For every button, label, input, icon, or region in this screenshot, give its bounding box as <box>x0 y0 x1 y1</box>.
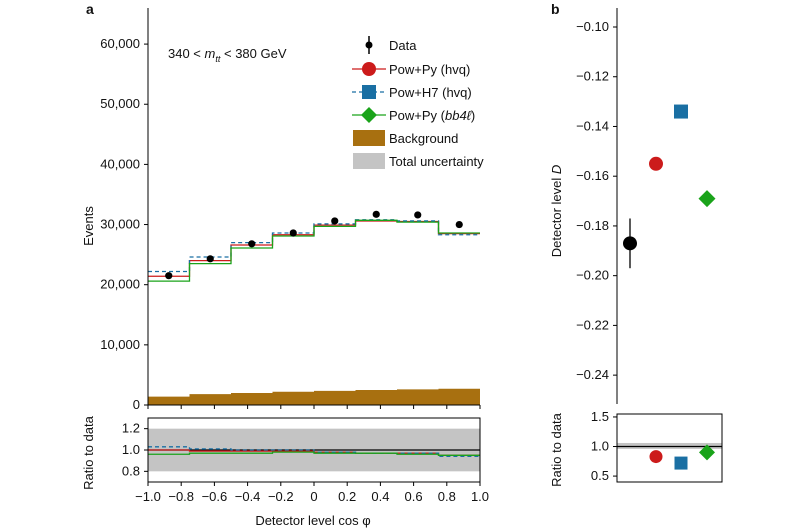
panel-b-y-tick-label: −0.18 <box>576 218 609 233</box>
panel-label-b: b <box>551 1 560 17</box>
legend: Data Pow+Py (hvq) Pow+H7 (hvq) Pow+Py (b… <box>352 36 484 169</box>
panel-b-y-tick-label: −0.20 <box>576 268 609 283</box>
x-tick-label: −0.6 <box>202 489 228 504</box>
pow-h7-hvq-marker <box>674 104 688 119</box>
legend-label-pow-py: Pow+Py (hvq) <box>389 62 470 77</box>
panel-a-ylabel: Events <box>81 206 96 246</box>
data-point <box>248 240 256 248</box>
legend-label-pow-h7: Pow+H7 (hvq) <box>389 85 472 100</box>
pow-py-bb4l-marker <box>698 190 716 208</box>
panel-a-ratio-plot: 0.8 1.0 1.2 −1.0 −0.8 −0.6 −0.4 −0.2 0 0.2 0.4 0.6 0… <box>122 417 489 504</box>
panel-b-ylabel-main: Detector level <box>549 174 564 257</box>
y-tick-label: 0 <box>133 397 140 412</box>
x-tick-label: −1.0 <box>135 489 161 504</box>
data-point <box>414 211 422 219</box>
legend-label-bb4l: Pow+Py (bb4ℓ) <box>389 108 475 123</box>
x-tick-label: 0.6 <box>405 489 423 504</box>
panel-b-y-tick-label: −0.16 <box>576 168 609 183</box>
data-marker <box>623 236 637 251</box>
legend-bb4l-marker <box>361 107 377 123</box>
data-point <box>165 272 173 280</box>
x-tick-label: −0.8 <box>168 489 194 504</box>
panel-a-xlabel-text: Detector level cos φ <box>255 513 370 528</box>
legend-background-swatch <box>353 130 385 146</box>
x-tick-label: 0 <box>310 489 317 504</box>
mass-var-sub: tt <box>215 54 221 64</box>
panel-a-xlabel: Detector level cos φ <box>255 513 370 528</box>
ratio-pow-h7-line <box>148 446 480 458</box>
mass-var: m <box>205 46 216 61</box>
panel-b-y-tick-label: −0.24 <box>576 367 609 382</box>
y-tick-label: 30,000 <box>100 217 140 232</box>
panel-b-ratio-frame <box>616 413 723 483</box>
mass-range-low: 340 < <box>168 46 205 61</box>
ratio-bb4l-marker <box>699 444 715 461</box>
legend-uncertainty-swatch <box>353 153 385 169</box>
mass-range-annotation: 340 < mtt < 380 GeV <box>168 46 287 64</box>
panel-a-main-plot: 0 10,000 20,000 30,000 40,000 50,000 60,000 <box>100 8 481 412</box>
data-point <box>331 217 339 225</box>
legend-pow-py-marker <box>362 62 376 76</box>
ratio-pow-py-marker <box>649 450 663 464</box>
panel-b-y-tick-label: −0.22 <box>576 317 609 332</box>
x-tick-label: 0.8 <box>438 489 456 504</box>
ratio-y-tick-label: 1.0 <box>122 442 140 457</box>
panel-b-main-plot: −0.24 −0.22 −0.20 −0.18 −0.16 −0.14 −0.12 −0.10 <box>576 8 716 404</box>
mass-range-high: < 380 GeV <box>220 46 286 61</box>
x-tick-label: 0.4 <box>371 489 389 504</box>
background-histogram <box>148 388 480 405</box>
legend-label-background: Background <box>389 131 458 146</box>
panel-b-ylabel: Detector level D <box>549 165 564 257</box>
panel-b-ratio-plot: 0.5 1.0 1.5 <box>591 409 723 483</box>
legend-bb4l-main: Pow+Py ( <box>389 108 446 123</box>
panel-b-y-tick-label: −0.12 <box>576 69 609 84</box>
pow-py-bb4l-line <box>148 219 480 282</box>
legend-label-data: Data <box>389 38 417 53</box>
data-point <box>455 220 463 229</box>
legend-label-uncertainty: Total uncertainty <box>389 154 484 169</box>
pow-py-hvq-marker <box>649 156 663 171</box>
x-tick-label: 1.0 <box>471 489 489 504</box>
legend-pow-h7-marker <box>362 85 376 99</box>
panel-b-ratio-ylabel: Ratio to data <box>549 412 564 486</box>
ratio-bb4l-line <box>148 451 480 456</box>
y-tick-label: 40,000 <box>100 156 140 171</box>
ratio-pow-h7-marker <box>674 456 688 470</box>
y-tick-label: 50,000 <box>100 96 140 111</box>
ratio-y-tick-label: 0.8 <box>122 463 140 478</box>
panel-b-ratio-y-tick-label: 1.0 <box>591 439 609 454</box>
data-point <box>289 229 297 237</box>
panel-b-ratio-y-tick-label: 0.5 <box>591 468 609 483</box>
data-point <box>372 210 380 218</box>
y-tick-label: 60,000 <box>100 36 140 51</box>
legend-data-marker <box>365 41 373 49</box>
y-tick-label: 10,000 <box>100 337 140 352</box>
y-tick-label: 20,000 <box>100 277 140 292</box>
legend-bb4l-end: ) <box>471 108 475 123</box>
data-point <box>206 255 214 263</box>
panel-b-ylabel-var: D <box>549 165 564 174</box>
legend-bb4l-italic: bb4ℓ <box>445 108 472 123</box>
pow-h7-hvq-line <box>148 219 480 273</box>
panel-label-a: a <box>86 1 94 17</box>
x-tick-label: 0.2 <box>338 489 356 504</box>
x-tick-label: −0.2 <box>268 489 294 504</box>
x-tick-label: −0.4 <box>235 489 261 504</box>
panel-b-y-tick-label: −0.14 <box>576 118 609 133</box>
panel-b-y-tick-label: −0.10 <box>576 19 609 34</box>
panel-b-ratio-y-tick-label: 1.5 <box>591 409 609 424</box>
panel-a-ratio-ylabel: Ratio to data <box>81 415 96 489</box>
ratio-y-tick-label: 1.2 <box>122 421 140 436</box>
